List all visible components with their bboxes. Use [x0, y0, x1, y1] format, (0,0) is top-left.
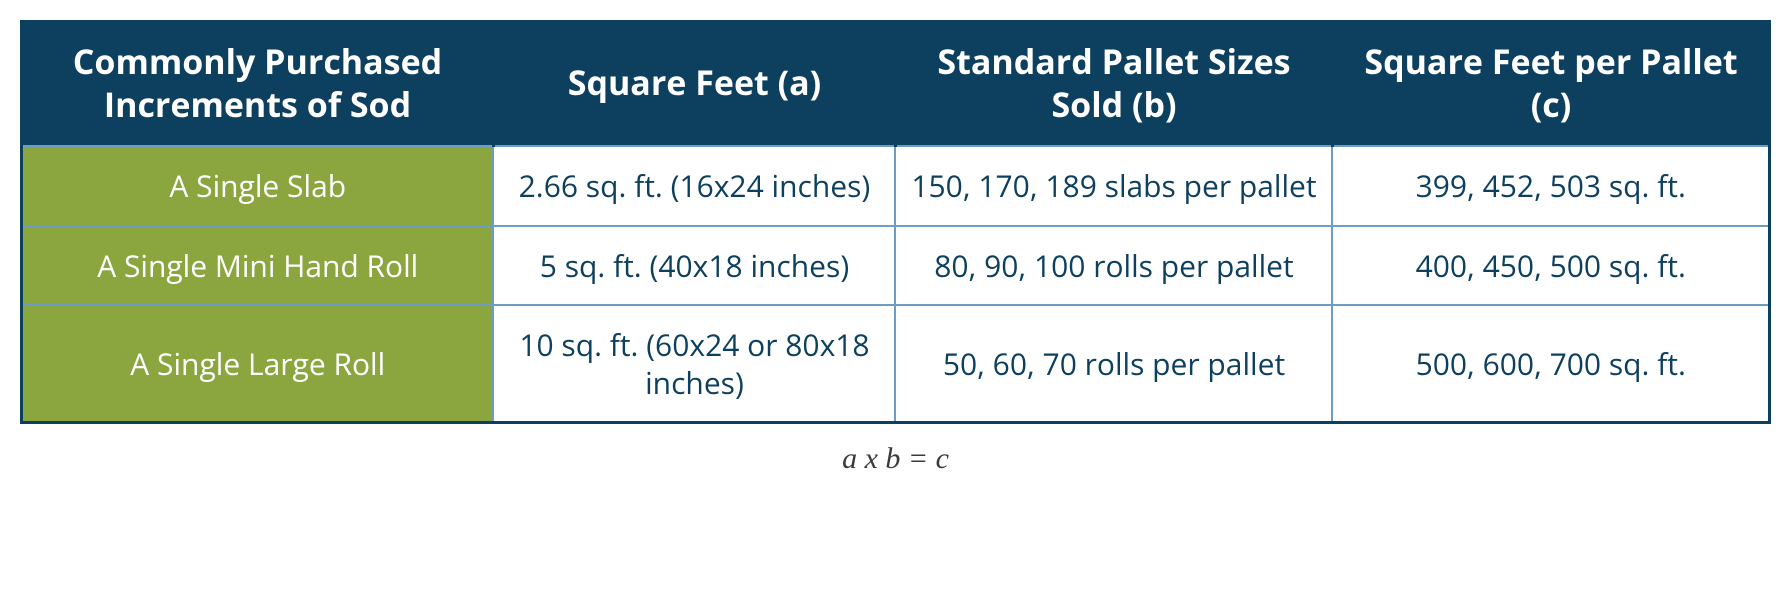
sod-table-container: Commonly Purchased Increments of Sod Squ… — [20, 20, 1771, 476]
header-row: Commonly Purchased Increments of Sod Squ… — [22, 20, 1770, 146]
row-name: A Single Mini Hand Roll — [22, 226, 494, 306]
table-caption-formula: a x b = c — [20, 442, 1771, 476]
col-header-sqft-pallet-c: Square Feet per Pallet (c) — [1332, 20, 1769, 146]
table-row: A Single Mini Hand Roll 5 sq. ft. (40x18… — [22, 226, 1770, 306]
row-sqft-per-pallet: 400, 450, 500 sq. ft. — [1332, 226, 1769, 306]
row-sqft: 2.66 sq. ft. (16x24 inches) — [493, 146, 895, 226]
col-header-increments: Commonly Purchased Increments of Sod — [22, 20, 494, 146]
row-sqft: 10 sq. ft. (60x24 or 80x18 inches) — [493, 305, 895, 423]
row-sqft: 5 sq. ft. (40x18 inches) — [493, 226, 895, 306]
row-pallet-sizes: 150, 170, 189 slabs per pallet — [895, 146, 1332, 226]
row-pallet-sizes: 80, 90, 100 rolls per pallet — [895, 226, 1332, 306]
row-name: A Single Large Roll — [22, 305, 494, 423]
table-row: A Single Large Roll 10 sq. ft. (60x24 or… — [22, 305, 1770, 423]
col-header-pallet-b: Standard Pallet Sizes Sold (b) — [895, 20, 1332, 146]
row-sqft-per-pallet: 500, 600, 700 sq. ft. — [1332, 305, 1769, 423]
row-pallet-sizes: 50, 60, 70 rolls per pallet — [895, 305, 1332, 423]
row-name: A Single Slab — [22, 146, 494, 226]
row-sqft-per-pallet: 399, 452, 503 sq. ft. — [1332, 146, 1769, 226]
table-row: A Single Slab 2.66 sq. ft. (16x24 inches… — [22, 146, 1770, 226]
col-header-sqft-a: Square Feet (a) — [493, 20, 895, 146]
sod-table: Commonly Purchased Increments of Sod Squ… — [20, 20, 1771, 424]
